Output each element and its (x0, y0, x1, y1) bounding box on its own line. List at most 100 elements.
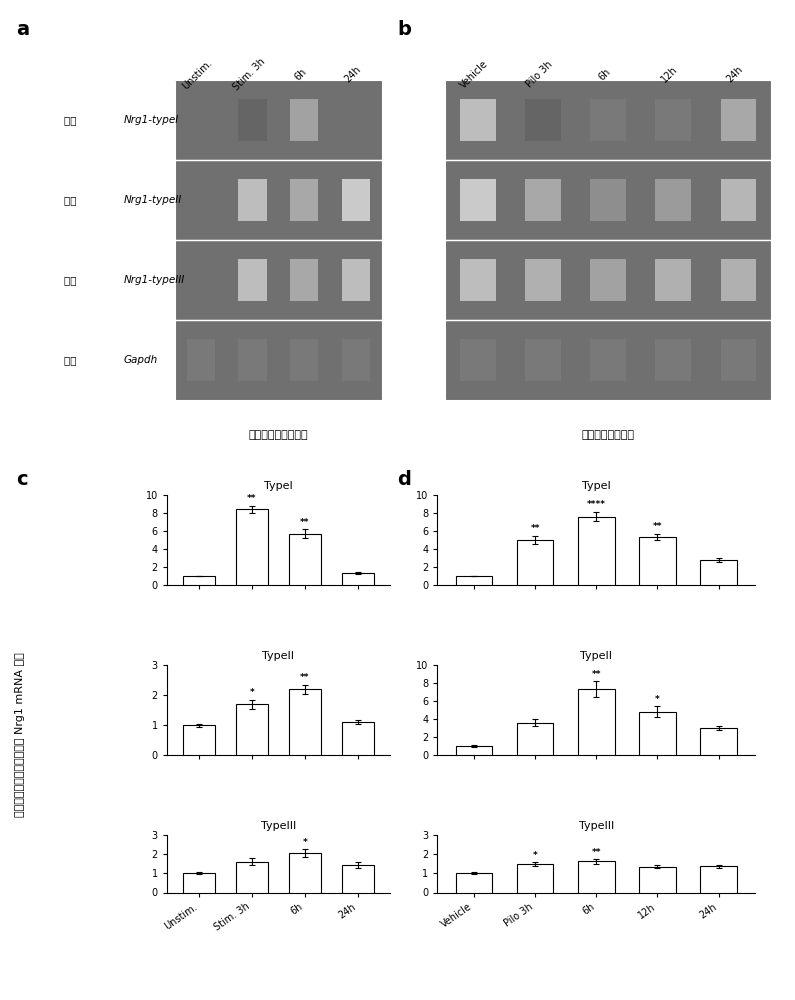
Text: Vehicle: Vehicle (459, 59, 491, 90)
Bar (578, 861, 615, 892)
Text: **: ** (300, 673, 309, 682)
Bar (525, 339, 561, 381)
Bar (639, 867, 676, 892)
Text: Gapdh: Gapdh (123, 355, 157, 365)
Bar (700, 866, 737, 892)
Text: 12h: 12h (660, 64, 680, 85)
Text: Unstim.: Unstim. (180, 58, 214, 91)
Text: 大鼠: 大鼠 (64, 115, 80, 125)
Bar (342, 179, 370, 221)
Text: 24h: 24h (342, 64, 363, 85)
Bar (183, 576, 215, 585)
Bar (445, 240, 771, 320)
Bar (290, 99, 318, 141)
Title: TypeI: TypeI (264, 481, 293, 491)
Bar (655, 99, 692, 141)
Text: 大鼠: 大鼠 (64, 195, 80, 205)
Bar (175, 80, 382, 160)
Text: **: ** (591, 670, 601, 678)
Text: Pilo 3h: Pilo 3h (525, 59, 555, 90)
Bar (342, 722, 374, 755)
Bar (289, 534, 320, 585)
Bar (445, 320, 771, 400)
Bar (517, 723, 553, 755)
Bar (578, 517, 615, 585)
Bar (183, 873, 215, 892)
Bar (342, 573, 374, 585)
Bar (525, 179, 561, 221)
Text: **: ** (300, 518, 309, 526)
Text: 6h: 6h (597, 67, 613, 82)
Bar (590, 339, 626, 381)
Text: 24h: 24h (725, 64, 745, 85)
Bar (655, 259, 692, 301)
Bar (445, 160, 771, 240)
Bar (290, 259, 318, 301)
Bar (639, 537, 676, 585)
Bar (342, 339, 370, 381)
Bar (525, 259, 561, 301)
Bar (183, 725, 215, 755)
Text: **: ** (591, 848, 601, 857)
Bar (238, 179, 266, 221)
Text: d: d (398, 470, 411, 489)
Bar (655, 339, 692, 381)
Text: *: * (302, 838, 307, 847)
Bar (290, 339, 318, 381)
Bar (525, 99, 561, 141)
Text: Nrg1-typeII: Nrg1-typeII (123, 195, 181, 205)
Bar (720, 339, 757, 381)
Text: Stim. 3h: Stim. 3h (231, 57, 267, 92)
Text: *: * (250, 688, 254, 697)
Text: 大鼠: 大鼠 (64, 275, 80, 285)
Bar (236, 509, 268, 585)
Title: TypeII: TypeII (262, 651, 294, 661)
Bar (700, 728, 737, 755)
Bar (456, 873, 492, 892)
Text: 匹罗卡品癫痫模型: 匹罗卡品癫痫模型 (582, 430, 634, 440)
Bar (590, 259, 626, 301)
Bar (236, 862, 268, 892)
Bar (175, 320, 382, 400)
Bar (342, 865, 374, 892)
Bar (236, 704, 268, 755)
Bar (238, 339, 266, 381)
Bar (720, 99, 757, 141)
Bar (578, 689, 615, 755)
Bar (517, 540, 553, 585)
Bar (175, 240, 382, 320)
Bar (456, 746, 492, 755)
Bar (590, 99, 626, 141)
Text: 6h: 6h (293, 67, 308, 82)
Text: 大鼠: 大鼠 (64, 355, 80, 365)
Bar (290, 179, 318, 221)
Text: *: * (533, 851, 537, 860)
Text: **: ** (247, 494, 257, 503)
Bar (460, 99, 496, 141)
Bar (460, 339, 496, 381)
Text: 标准化后的大鼠海马组织中 Nrg1 mRNA 表达: 标准化后的大鼠海马组织中 Nrg1 mRNA 表达 (15, 653, 25, 817)
Text: 电刺激点燃癫痫模型: 电刺激点燃癫痫模型 (248, 430, 308, 440)
Text: ****: **** (587, 500, 606, 509)
Title: TypeII: TypeII (580, 651, 612, 661)
Bar (289, 853, 320, 892)
Bar (460, 259, 496, 301)
Bar (445, 80, 771, 160)
Bar (238, 259, 266, 301)
Bar (720, 259, 757, 301)
Text: *: * (655, 695, 660, 704)
Bar (456, 576, 492, 585)
Bar (289, 689, 320, 755)
Bar (720, 179, 757, 221)
Text: **: ** (530, 524, 540, 533)
Title: TypeIII: TypeIII (261, 821, 296, 831)
Bar (655, 179, 692, 221)
Bar (460, 179, 496, 221)
Text: b: b (398, 20, 411, 39)
Text: c: c (16, 470, 28, 489)
Bar (639, 712, 676, 755)
Title: TypeIII: TypeIII (579, 821, 614, 831)
Text: **: ** (653, 522, 662, 531)
Bar (238, 99, 266, 141)
Bar (342, 259, 370, 301)
